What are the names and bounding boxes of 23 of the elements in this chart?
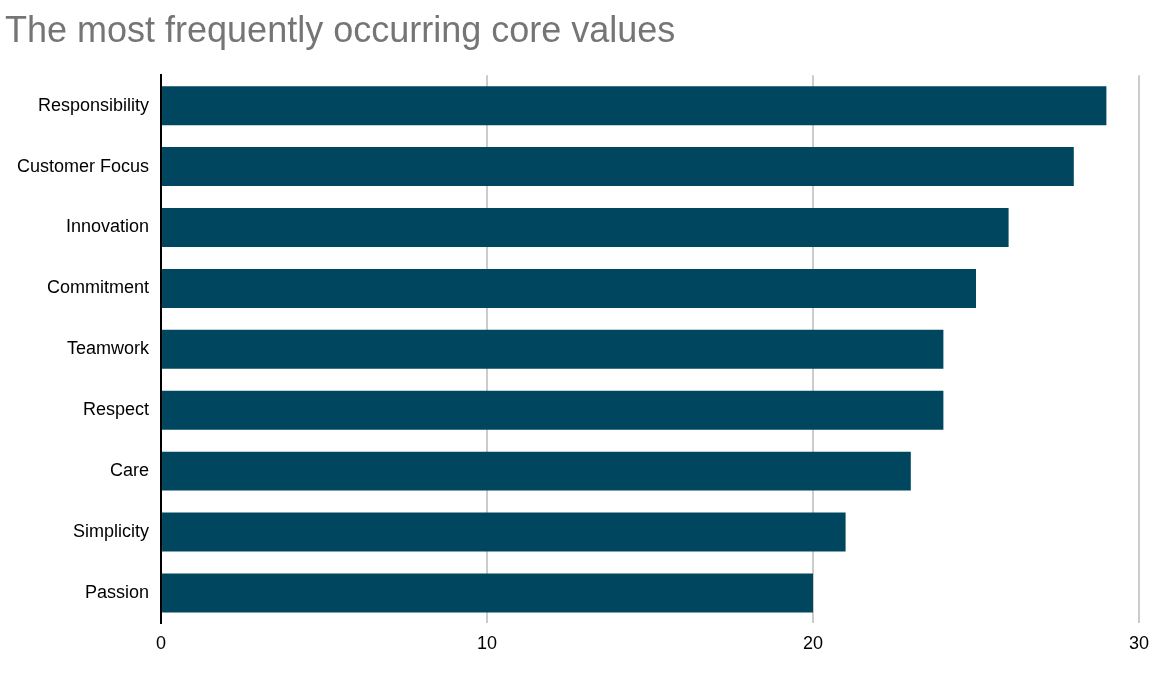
bar — [162, 329, 944, 369]
y-tick-label: Care — [110, 460, 150, 481]
bar — [162, 86, 1107, 126]
x-tick-label: 0 — [156, 633, 167, 654]
bar — [162, 512, 846, 552]
y-tick-label: Innovation — [65, 216, 150, 237]
x-tick-label: 30 — [1128, 633, 1149, 654]
x-tick-label: 10 — [477, 633, 498, 654]
y-tick-label: Passion — [84, 581, 150, 602]
bar — [162, 268, 976, 308]
y-tick-label: Simplicity — [73, 521, 150, 541]
y-tick-label: Responsibility — [37, 94, 150, 115]
bar — [162, 147, 1074, 187]
bar — [162, 207, 1009, 247]
y-tick-label: Customer Focus — [16, 155, 150, 176]
y-tick-label: Respect — [82, 399, 150, 420]
bar — [162, 390, 944, 430]
bar — [162, 451, 911, 491]
y-tick-label: Commitment — [47, 277, 150, 298]
chart-title: The most frequently occurring core values — [5, 8, 676, 50]
x-tick-label: 20 — [802, 633, 824, 654]
y-tick-label: Teamwork — [67, 338, 151, 359]
bar — [162, 573, 814, 613]
